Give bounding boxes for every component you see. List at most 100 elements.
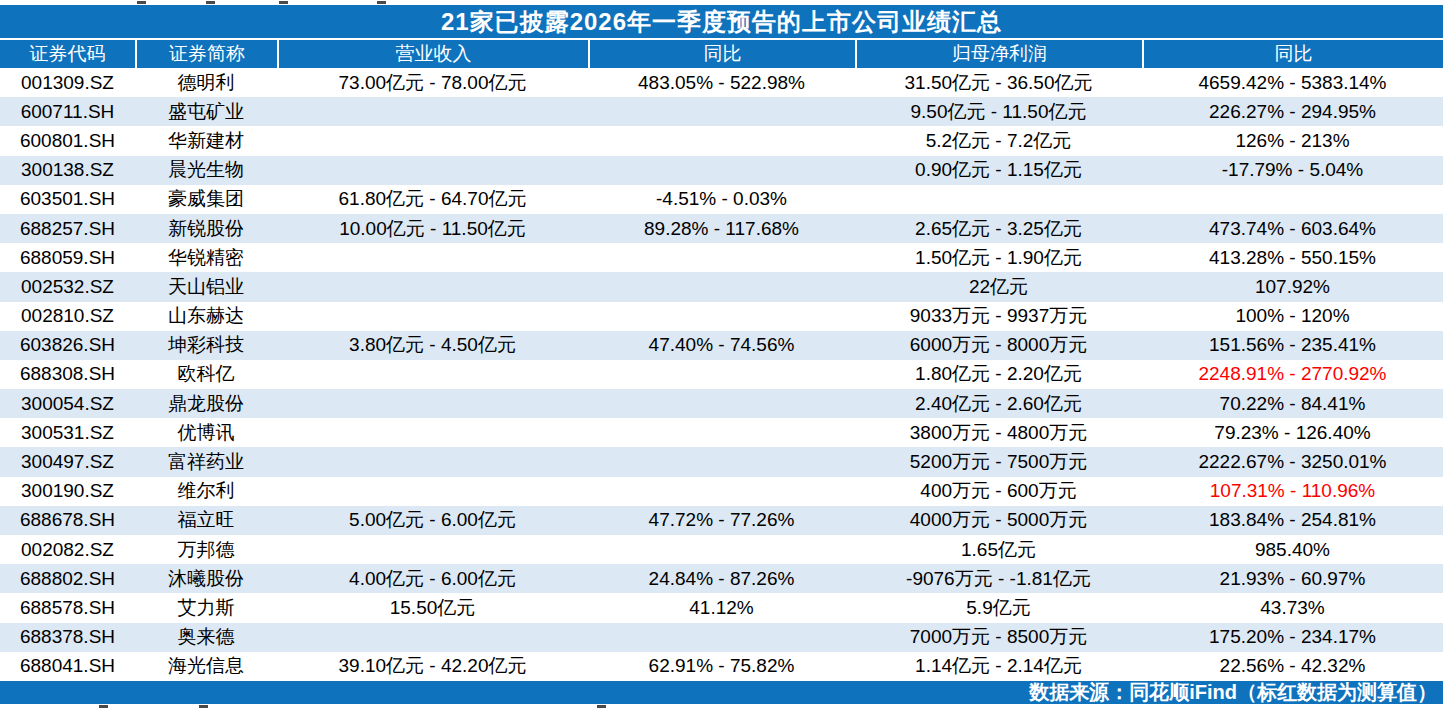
cell-name: 晨光生物 — [135, 156, 277, 185]
cell-code: 001309.SZ — [0, 68, 135, 97]
cell-revenue: 4.00亿元 - 6.00亿元 — [277, 564, 588, 593]
cell-profit: 5.2亿元 - 7.2亿元 — [855, 126, 1142, 155]
bottom-gridline-strip — [0, 704, 1443, 711]
cell-profit — [855, 185, 1142, 214]
cell-code: 688041.SH — [0, 652, 135, 681]
cell-profit-yoy: -17.79% - 5.04% — [1142, 156, 1443, 185]
cell-profit-yoy: 413.28% - 550.15% — [1142, 243, 1443, 272]
cell-profit-yoy: 985.40% — [1142, 535, 1443, 564]
cell-profit: 2.40亿元 - 2.60亿元 — [855, 389, 1142, 418]
table-body: 001309.SZ德明利73.00亿元 - 78.00亿元483.05% - 5… — [0, 68, 1443, 681]
table-row: 688257.SH新锐股份10.00亿元 - 11.50亿元89.28% - 1… — [0, 214, 1443, 243]
cell-name: 盛屯矿业 — [135, 97, 277, 126]
table-row: 001309.SZ德明利73.00亿元 - 78.00亿元483.05% - 5… — [0, 68, 1443, 97]
cell-profit-yoy: 183.84% - 254.81% — [1142, 506, 1443, 535]
cell-name: 沐曦股份 — [135, 564, 277, 593]
cell-revenue-yoy: 24.84% - 87.26% — [588, 564, 855, 593]
gridline-tick — [199, 705, 208, 708]
cell-revenue-yoy — [588, 156, 855, 185]
table-row: 688308.SH欧科亿1.80亿元 - 2.20亿元2248.91% - 27… — [0, 360, 1443, 389]
cell-profit: 2.65亿元 - 3.25亿元 — [855, 214, 1142, 243]
cell-profit-yoy: 2222.67% - 3250.01% — [1142, 447, 1443, 476]
col-header-revenue: 营业收入 — [277, 40, 588, 68]
cell-profit-yoy: 473.74% - 603.64% — [1142, 214, 1443, 243]
cell-name: 华新建材 — [135, 126, 277, 155]
cell-name: 奥来德 — [135, 623, 277, 652]
cell-revenue-yoy — [588, 535, 855, 564]
col-header-profit: 归母净利润 — [855, 40, 1142, 68]
table-row: 300054.SZ鼎龙股份2.40亿元 - 2.60亿元70.22% - 84.… — [0, 389, 1443, 418]
cell-profit: 5200万元 - 7500万元 — [855, 447, 1142, 476]
cell-profit: -9076万元 - -1.81亿元 — [855, 564, 1142, 593]
cell-profit: 1.65亿元 — [855, 535, 1142, 564]
cell-profit-yoy: 175.20% - 234.17% — [1142, 623, 1443, 652]
cell-revenue-yoy — [588, 97, 855, 126]
cell-name: 欧科亿 — [135, 360, 277, 389]
cell-profit-yoy: 100% - 120% — [1142, 302, 1443, 331]
table-row: 600711.SH盛屯矿业9.50亿元 - 11.50亿元226.27% - 2… — [0, 97, 1443, 126]
cell-profit: 9033万元 - 9937万元 — [855, 302, 1142, 331]
cell-profit: 400万元 - 600万元 — [855, 477, 1142, 506]
cell-profit-yoy: 226.27% - 294.95% — [1142, 97, 1443, 126]
table-row: 300138.SZ晨光生物0.90亿元 - 1.15亿元-17.79% - 5.… — [0, 156, 1443, 185]
cell-revenue — [277, 243, 588, 272]
table-row: 688041.SH海光信息39.10亿元 - 42.20亿元62.91% - 7… — [0, 652, 1443, 681]
cell-revenue-yoy — [588, 389, 855, 418]
cell-name: 坤彩科技 — [135, 331, 277, 360]
cell-code: 002810.SZ — [0, 302, 135, 331]
cell-code: 688802.SH — [0, 564, 135, 593]
cell-code: 300054.SZ — [0, 389, 135, 418]
table-header-row: 证券代码 证券简称 营业收入 同比 归母净利润 同比 — [0, 40, 1443, 68]
table-row: 002082.SZ万邦德1.65亿元985.40% — [0, 535, 1443, 564]
cell-revenue-yoy — [588, 447, 855, 476]
cell-revenue — [277, 447, 588, 476]
cell-code: 600801.SH — [0, 126, 135, 155]
table-row: 600801.SH华新建材5.2亿元 - 7.2亿元126% - 213% — [0, 126, 1443, 155]
cell-profit: 7000万元 - 8500万元 — [855, 623, 1142, 652]
cell-code: 002082.SZ — [0, 535, 135, 564]
col-header-code: 证券代码 — [0, 40, 135, 68]
cell-revenue-yoy: 89.28% - 117.68% — [588, 214, 855, 243]
cell-name: 新锐股份 — [135, 214, 277, 243]
gridline-tick — [137, 1, 146, 4]
cell-revenue — [277, 389, 588, 418]
cell-profit-yoy: 107.92% — [1142, 272, 1443, 301]
cell-profit: 6000万元 - 8000万元 — [855, 331, 1142, 360]
cell-code: 688378.SH — [0, 623, 135, 652]
cell-revenue-yoy: 47.72% - 77.26% — [588, 506, 855, 535]
gridline-tick — [279, 1, 288, 4]
cell-name: 华锐精密 — [135, 243, 277, 272]
table-row: 300497.SZ富祥药业5200万元 - 7500万元2222.67% - 3… — [0, 447, 1443, 476]
cell-revenue — [277, 418, 588, 447]
cell-name: 豪威集团 — [135, 185, 277, 214]
table-row: 002532.SZ天山铝业22亿元107.92% — [0, 272, 1443, 301]
table-row: 002810.SZ山东赫达9033万元 - 9937万元100% - 120% — [0, 302, 1443, 331]
col-header-name: 证券简称 — [135, 40, 277, 68]
screenshot-page: 21家已披露2026年一季度预告的上市公司业绩汇总 证券代码 证券简称 营业收入… — [0, 0, 1443, 711]
table-row: 688678.SH福立旺5.00亿元 - 6.00亿元47.72% - 77.2… — [0, 506, 1443, 535]
cell-revenue — [277, 623, 588, 652]
cell-revenue-yoy: 62.91% - 75.82% — [588, 652, 855, 681]
table-row: 688059.SH华锐精密1.50亿元 - 1.90亿元413.28% - 55… — [0, 243, 1443, 272]
cell-revenue-yoy: -4.51% - 0.03% — [588, 185, 855, 214]
cell-revenue — [277, 97, 588, 126]
cell-profit-yoy: 4659.42% - 5383.14% — [1142, 68, 1443, 97]
col-header-profit-yoy: 同比 — [1142, 40, 1443, 68]
cell-name: 福立旺 — [135, 506, 277, 535]
cell-revenue-yoy — [588, 418, 855, 447]
cell-revenue-yoy — [588, 360, 855, 389]
cell-profit: 1.80亿元 - 2.20亿元 — [855, 360, 1142, 389]
cell-revenue: 3.80亿元 - 4.50亿元 — [277, 331, 588, 360]
cell-revenue — [277, 477, 588, 506]
cell-code: 688678.SH — [0, 506, 135, 535]
gridline-tick — [206, 1, 215, 4]
cell-code: 002532.SZ — [0, 272, 135, 301]
table-title: 21家已披露2026年一季度预告的上市公司业绩汇总 — [441, 6, 1002, 38]
cell-revenue — [277, 302, 588, 331]
col-header-revenue-yoy: 同比 — [588, 40, 855, 68]
cell-profit-yoy — [1142, 185, 1443, 214]
cell-profit: 5.9亿元 — [855, 593, 1142, 622]
cell-revenue — [277, 535, 588, 564]
data-source-note: 数据来源：同花顺iFind（标红数据为测算值） — [1029, 679, 1437, 706]
cell-profit: 1.14亿元 - 2.14亿元 — [855, 652, 1142, 681]
